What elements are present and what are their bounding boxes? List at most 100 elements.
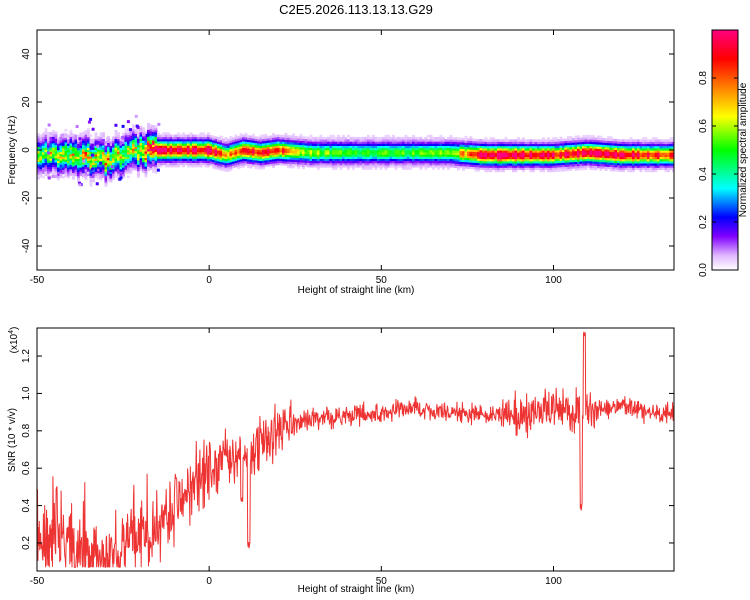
heatmap-cell — [157, 162, 160, 166]
heatmap-cell — [94, 145, 98, 148]
heatmap-cell — [394, 149, 398, 153]
heatmap-cell — [404, 156, 408, 159]
heatmap-cell — [232, 137, 235, 140]
heatmap-cell — [44, 160, 48, 163]
heatmap-cell — [267, 135, 270, 139]
heatmap-cell — [37, 150, 40, 154]
heatmap-cell — [69, 130, 73, 133]
heatmap-cell — [447, 156, 450, 159]
heatmap-cell — [49, 175, 53, 178]
heatmap-cell — [89, 177, 93, 181]
heatmap-cell — [367, 154, 370, 157]
heatmap-cell — [292, 146, 295, 149]
heatmap-cell — [549, 150, 553, 153]
heatmap-cell — [154, 125, 158, 129]
heatmap-cell — [587, 143, 590, 146]
heatmap-cell — [487, 143, 490, 147]
heatmap-cell — [642, 156, 645, 160]
heatmap-cell — [52, 145, 55, 148]
heatmap-cell — [379, 156, 383, 159]
heatmap-cell — [334, 154, 338, 157]
heatmap-cell — [324, 152, 328, 155]
heatmap-cell — [229, 146, 233, 150]
heatmap-cell — [649, 145, 653, 149]
heatmap-cell — [492, 160, 495, 164]
heatmap-cell — [39, 134, 43, 137]
heatmap-cell — [149, 154, 153, 158]
heatmap-cell — [297, 153, 300, 156]
heatmap-cell — [92, 138, 95, 142]
heatmap-cell — [257, 147, 260, 150]
heatmap-cell — [307, 164, 310, 168]
heatmap-cell — [122, 149, 125, 153]
heatmap-cell — [409, 152, 413, 155]
heatmap-cell — [499, 139, 503, 142]
heatmap-cell — [324, 154, 328, 157]
heatmap-cell — [487, 156, 490, 160]
heatmap-cell — [254, 162, 258, 165]
heatmap-cell — [132, 154, 135, 158]
heatmap-cell — [319, 160, 323, 164]
heatmap-cell — [624, 139, 628, 142]
heatmap-cell — [47, 136, 50, 139]
heatmap-cell — [529, 156, 533, 160]
heatmap-cell — [394, 160, 398, 164]
heatmap-cell — [224, 152, 228, 155]
heatmap-cell — [69, 173, 73, 176]
heatmap-cell — [419, 165, 423, 168]
heatmap-cell — [199, 164, 203, 168]
heatmap-cell — [582, 152, 585, 155]
heatmap-cell — [384, 156, 388, 159]
heatmap-cell — [287, 159, 290, 162]
heatmap-cell — [197, 149, 200, 153]
heatmap-cell — [352, 141, 355, 144]
heatmap-cell — [449, 143, 453, 146]
heatmap-cell — [669, 152, 673, 155]
snr-y-scale-note: (x104) — [8, 327, 20, 354]
heatmap-cell — [454, 148, 458, 151]
heatmap-cell — [269, 155, 273, 158]
heatmap-cell — [122, 160, 125, 164]
heatmap-cell — [254, 166, 258, 170]
heatmap-cell — [439, 165, 443, 168]
heatmap-cell — [412, 158, 415, 162]
heatmap-cell — [527, 160, 530, 164]
heatmap-cell — [452, 163, 455, 166]
heatmap-cell — [607, 151, 610, 154]
heatmap-cell — [217, 165, 220, 168]
heatmap-cell — [162, 162, 165, 166]
heatmap-cell — [224, 137, 228, 140]
heatmap-cell — [257, 138, 260, 142]
heatmap-cell — [72, 155, 75, 158]
heatmap-cell — [464, 163, 468, 167]
heatmap-cell — [422, 149, 425, 153]
heatmap-cell — [64, 154, 68, 158]
heatmap-cell — [434, 139, 438, 142]
heatmap-cell — [599, 137, 603, 141]
heatmap-cell — [44, 145, 48, 148]
heatmap-cell — [354, 160, 358, 164]
heatmap-cell — [499, 165, 503, 168]
heatmap-cell — [244, 149, 248, 153]
heatmap-cell — [587, 136, 590, 140]
heatmap-cell — [359, 145, 363, 149]
heatmap-cell — [652, 145, 655, 149]
heatmap-cell — [327, 152, 330, 155]
heatmap-cell — [512, 141, 515, 145]
heatmap-cell — [337, 134, 340, 138]
heatmap-cell — [472, 158, 475, 161]
heatmap-cell — [127, 160, 130, 164]
heatmap-cell — [182, 138, 185, 142]
heatmap-cell — [227, 151, 230, 155]
heatmap-cell — [307, 153, 310, 157]
heatmap-cell — [112, 158, 115, 161]
heatmap-cell — [54, 134, 58, 137]
heatmap-cell — [509, 141, 513, 145]
heatmap-cell — [617, 162, 620, 166]
heatmap-cell — [624, 150, 628, 153]
heatmap-cell — [654, 158, 658, 162]
heatmap-cell — [532, 141, 535, 145]
heatmap-cell — [579, 139, 583, 143]
heatmap-cell — [367, 152, 370, 155]
heatmap-cell — [644, 167, 648, 170]
